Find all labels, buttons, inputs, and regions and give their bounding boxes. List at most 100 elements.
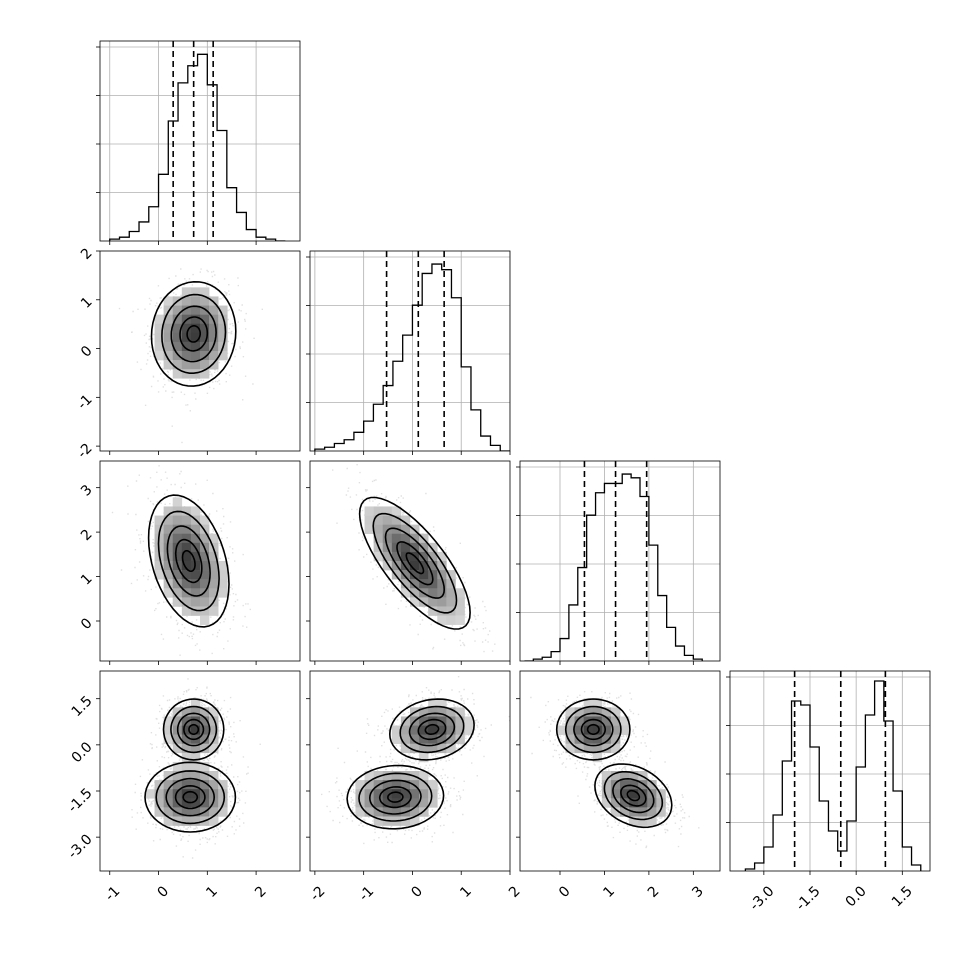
- density-cell: [647, 798, 657, 808]
- density-cell: [154, 524, 164, 535]
- density-cell: [455, 707, 465, 717]
- density-cell: [172, 780, 183, 790]
- contour-0-3: [174, 538, 203, 584]
- density-cell: [364, 771, 374, 781]
- density-cell: [200, 314, 210, 325]
- density-cell: [364, 515, 374, 525]
- density-cell: [190, 752, 201, 763]
- density-cell: [400, 570, 411, 580]
- contour-1-3: [174, 784, 206, 810]
- contour-0-2: [408, 712, 456, 747]
- density-cell: [382, 561, 393, 571]
- scatter-panel-2-1: [306, 460, 511, 665]
- density-cell: [419, 798, 429, 808]
- density-cell: [181, 332, 192, 343]
- density-cell: [382, 789, 393, 799]
- density-cell: [382, 771, 393, 781]
- density-cell: [446, 716, 456, 726]
- density-cell: [209, 561, 219, 571]
- density-cell: [190, 816, 201, 826]
- density-cell: [373, 798, 384, 808]
- density-cell: [172, 542, 183, 553]
- density-cell: [574, 716, 584, 726]
- density-cell: [181, 506, 192, 516]
- y-tick-label: 3: [78, 482, 96, 500]
- density-cell: [391, 734, 402, 745]
- contour-1-2: [368, 779, 422, 815]
- density-cell: [172, 597, 183, 607]
- density-cell: [181, 369, 192, 379]
- density-cell: [400, 524, 411, 535]
- density-cell: [200, 761, 210, 772]
- density-cell: [410, 588, 420, 598]
- density-cell: [419, 743, 429, 754]
- density-cell: [200, 579, 210, 589]
- density-cell: [200, 296, 210, 306]
- density-cell: [620, 780, 630, 790]
- density-cell: [163, 588, 174, 598]
- density-cell: [391, 551, 402, 562]
- density-cell: [200, 734, 210, 745]
- density-cell: [181, 707, 192, 717]
- density-cell: [364, 524, 374, 535]
- density-cell: [181, 725, 192, 735]
- density-cell: [400, 780, 411, 790]
- density-cell: [373, 807, 384, 817]
- density-cell: [200, 707, 210, 717]
- contour-0-0: [358, 496, 471, 630]
- density-cell: [163, 314, 174, 325]
- density-cell: [410, 734, 420, 745]
- density-cell: [437, 561, 447, 571]
- density-cell: [172, 789, 183, 799]
- density-cell: [400, 588, 411, 598]
- density-cell: [209, 588, 219, 598]
- density-cell: [610, 725, 621, 735]
- density-cell: [154, 332, 164, 343]
- density-cell: [181, 807, 192, 817]
- density-cell: [382, 515, 393, 525]
- x-tick-label: -2: [307, 883, 328, 904]
- density-cell: [190, 351, 201, 361]
- density-cell: [620, 798, 630, 808]
- density-cell: [163, 332, 174, 343]
- density-cell: [419, 752, 429, 763]
- density-cell: [209, 551, 219, 562]
- y-tick-label: 0: [78, 343, 96, 361]
- density-cell: [620, 807, 630, 817]
- density-cell: [592, 698, 603, 708]
- density-cell: [209, 360, 219, 370]
- density-cell: [181, 360, 192, 370]
- contour-1-1: [603, 771, 664, 821]
- density-cell: [400, 734, 411, 745]
- density-cell: [163, 807, 174, 817]
- density-cell: [209, 780, 219, 790]
- density-cell: [455, 716, 465, 726]
- contour-0-4: [586, 723, 600, 735]
- density-cell: [437, 707, 447, 717]
- density-cell: [172, 716, 183, 726]
- density-cell: [428, 588, 438, 598]
- density-cell: [455, 597, 465, 607]
- scatter-points: [131, 678, 261, 859]
- density-cell: [163, 771, 174, 781]
- density-cell: [601, 743, 612, 754]
- density-cell: [391, 789, 402, 799]
- density-cell: [391, 798, 402, 808]
- density-cell: [638, 780, 648, 790]
- density-cell: [437, 743, 447, 754]
- hist-panel-2: [516, 460, 721, 665]
- contour-1-0: [594, 763, 673, 829]
- density-cell: [154, 789, 164, 799]
- density-cell: [200, 743, 210, 754]
- density-cell: [181, 761, 192, 772]
- density-cell: [620, 725, 630, 735]
- density-cell: [218, 570, 228, 580]
- density-cell: [163, 524, 174, 535]
- density-cell: [400, 725, 411, 735]
- axes-frame: [729, 670, 931, 872]
- density-cell: [455, 615, 465, 625]
- x-tick-label: 1: [457, 883, 475, 901]
- y-tick-label: 1: [78, 571, 96, 589]
- density-cell: [391, 506, 402, 516]
- x-tick-label: 0.0: [843, 883, 870, 910]
